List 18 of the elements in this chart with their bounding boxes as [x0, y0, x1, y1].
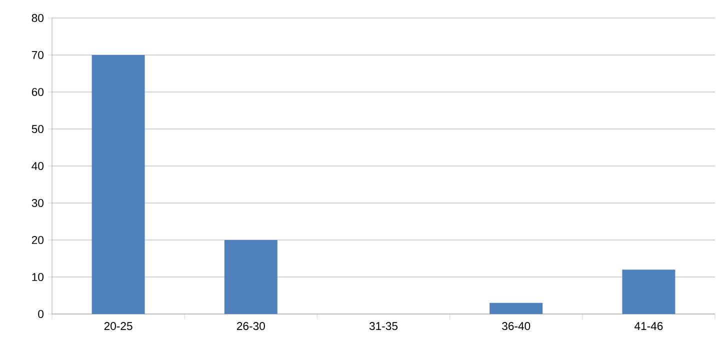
y-tick-label: 60 [32, 88, 44, 96]
y-tick-label: 30 [32, 199, 44, 208]
x-tick-label: 41-46 [634, 322, 663, 330]
y-tick-label: 50 [32, 125, 44, 134]
x-tick-label: 31-35 [369, 322, 398, 330]
y-tick-label: 80 [32, 14, 44, 22]
bar [622, 270, 676, 314]
x-tick-label: 36-40 [502, 322, 530, 330]
y-tick-label: 70 [32, 51, 44, 60]
bar [92, 55, 145, 314]
bar [490, 302, 543, 314]
x-tick-label: 26-30 [236, 322, 265, 330]
x-tick-label: 20-25 [104, 322, 132, 330]
bar [224, 240, 278, 314]
y-tick-label: 0 [38, 310, 44, 318]
y-tick-label: 20 [32, 236, 44, 244]
y-tick-label: 40 [32, 162, 44, 170]
y-tick-label: 10 [32, 273, 44, 282]
